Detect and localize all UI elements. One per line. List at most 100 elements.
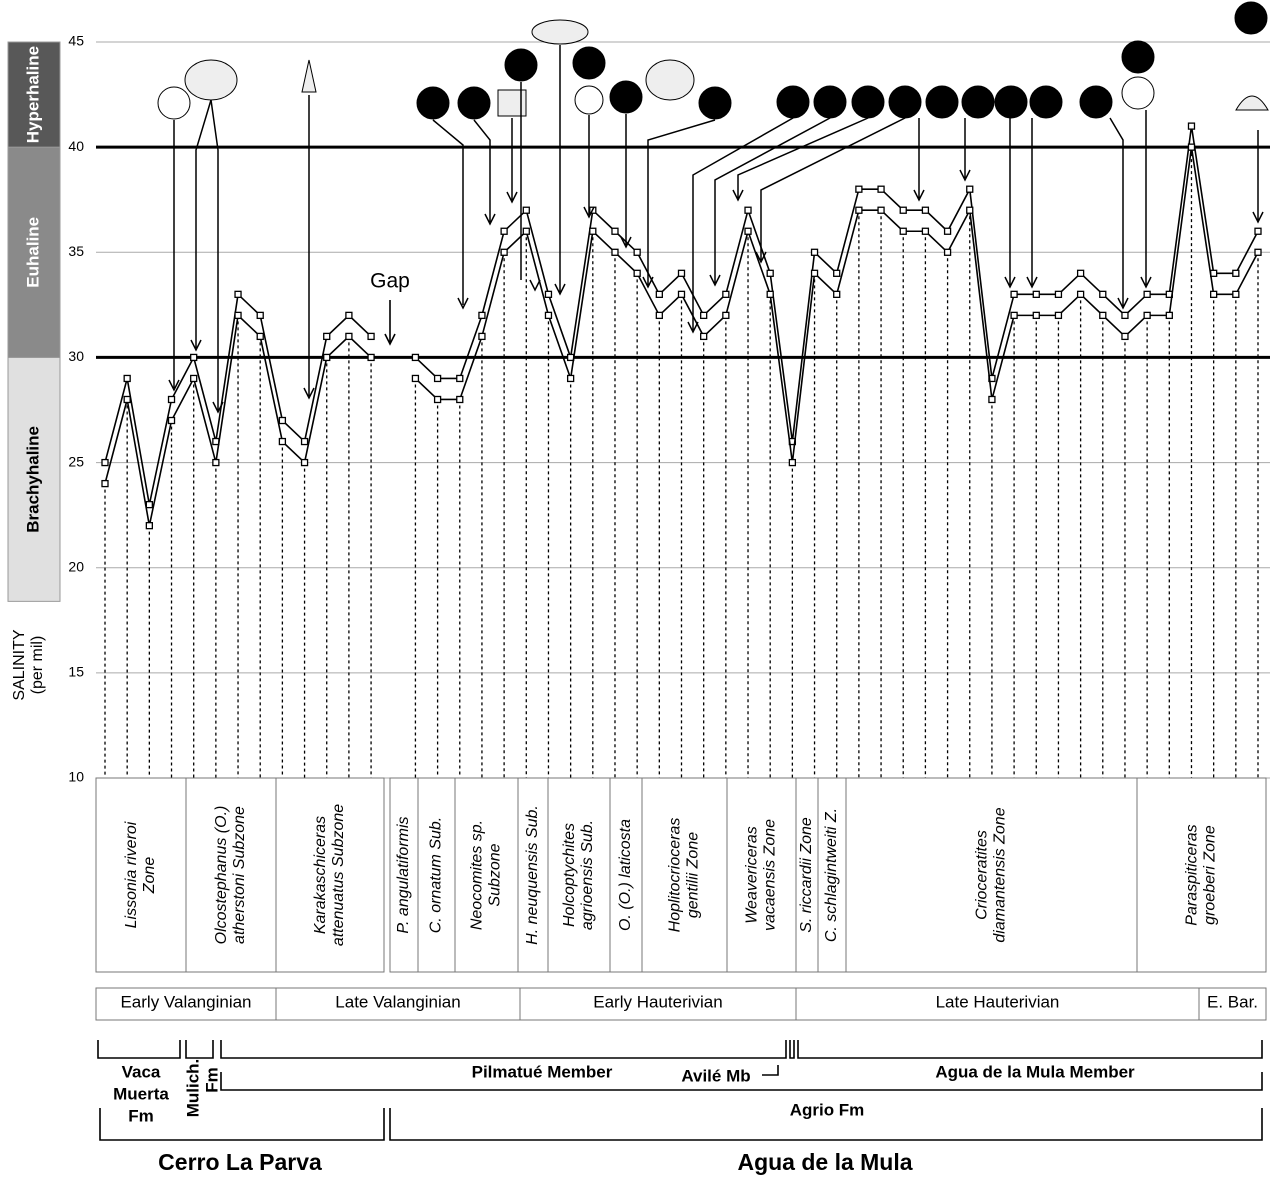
data-point	[1033, 291, 1039, 297]
arrow	[621, 114, 631, 247]
data-point	[767, 270, 773, 276]
series-line	[105, 126, 1258, 505]
icon	[852, 86, 884, 118]
data-point	[191, 354, 197, 360]
data-point	[922, 207, 928, 213]
data-point	[324, 354, 330, 360]
arrow	[474, 120, 495, 224]
icon	[1122, 77, 1154, 109]
zone-label: gentilii Zone	[685, 832, 702, 918]
data-point	[812, 249, 818, 255]
data-point	[501, 228, 507, 234]
data-point	[967, 207, 973, 213]
icon	[646, 60, 694, 100]
data-point	[124, 396, 130, 402]
data-point	[1078, 270, 1084, 276]
data-point	[1122, 312, 1128, 318]
data-point	[612, 249, 618, 255]
data-point	[257, 333, 263, 339]
y-axis-label: SALINITY	[11, 629, 28, 700]
data-point	[679, 270, 685, 276]
data-point	[745, 228, 751, 234]
chart: BrachyhalineEuhalineHyperhalineSALINITY(…	[0, 0, 1282, 1178]
zone-label: Olcostephanus (O.)	[213, 806, 230, 945]
zone-label: Subzone	[487, 843, 504, 906]
zone-label: Weavericeras	[744, 826, 761, 924]
band-label: Brachyhaline	[23, 426, 42, 533]
data-point	[634, 270, 640, 276]
data-point	[545, 312, 551, 318]
zone-label: O. (O.) laticosta	[617, 819, 634, 931]
data-point	[1122, 333, 1128, 339]
data-point	[479, 333, 485, 339]
data-point	[191, 375, 197, 381]
zone-label: C. ornatum Sub.	[428, 817, 445, 934]
bracket	[762, 1065, 778, 1075]
data-point	[1100, 312, 1106, 318]
y-tick-label: 45	[68, 33, 84, 49]
data-point	[102, 460, 108, 466]
arrow	[960, 118, 970, 180]
data-point	[1055, 312, 1061, 318]
data-point	[279, 439, 285, 445]
arrow	[643, 120, 715, 287]
data-point	[302, 439, 308, 445]
icon	[505, 49, 537, 81]
data-point	[1233, 270, 1239, 276]
data-point	[435, 396, 441, 402]
data-point	[1144, 291, 1150, 297]
data-point	[900, 207, 906, 213]
stage-label: Early Valanginian	[120, 992, 251, 1011]
bracket	[790, 1040, 794, 1058]
icon	[1235, 2, 1267, 34]
arrow	[1141, 110, 1151, 287]
zone-label: H. neuquensis Sub.	[524, 805, 541, 945]
data-point	[945, 228, 951, 234]
data-point	[745, 207, 751, 213]
data-point	[878, 186, 884, 192]
stage-label: E. Bar.	[1207, 992, 1258, 1011]
data-point	[1166, 312, 1172, 318]
data-point	[412, 375, 418, 381]
zone-label: Zone	[141, 857, 158, 895]
data-point	[124, 375, 130, 381]
zone-label: Crioceratites	[974, 830, 991, 920]
data-point	[368, 333, 374, 339]
zone-label: Paraspiticeras	[1184, 824, 1201, 925]
zone-label: Holcoptychites	[561, 823, 578, 927]
bracket	[221, 1040, 786, 1058]
icon	[302, 60, 316, 92]
data-point	[1033, 312, 1039, 318]
unit-label: Fm	[202, 1067, 221, 1093]
stage-label: Late Hauterivian	[936, 992, 1060, 1011]
data-point	[146, 502, 152, 508]
data-point	[656, 312, 662, 318]
data-point	[1144, 312, 1150, 318]
data-point	[1211, 291, 1217, 297]
icon	[926, 86, 958, 118]
data-point	[1233, 291, 1239, 297]
plot: BrachyhalineEuhalineHyperhalineSALINITY(…	[8, 33, 1270, 1175]
data-point	[1078, 291, 1084, 297]
data-point	[679, 291, 685, 297]
data-point	[457, 375, 463, 381]
icon	[777, 86, 809, 118]
zone-label: vacaensis Zone	[762, 819, 779, 931]
zone-label: Hoplitocrioceras	[667, 818, 684, 933]
unit-label: Agua de la Mula Member	[935, 1062, 1135, 1081]
data-point	[1100, 291, 1106, 297]
arrow	[1253, 130, 1263, 222]
data-point	[302, 460, 308, 466]
data-point	[767, 291, 773, 297]
icon	[573, 47, 605, 79]
data-point	[701, 333, 707, 339]
icon	[532, 20, 588, 44]
icon	[699, 87, 731, 119]
icon	[995, 86, 1027, 118]
unit-label: Fm	[128, 1106, 154, 1125]
data-point	[457, 396, 463, 402]
icon	[1236, 96, 1268, 110]
data-point	[545, 291, 551, 297]
data-point	[656, 291, 662, 297]
data-point	[501, 249, 507, 255]
